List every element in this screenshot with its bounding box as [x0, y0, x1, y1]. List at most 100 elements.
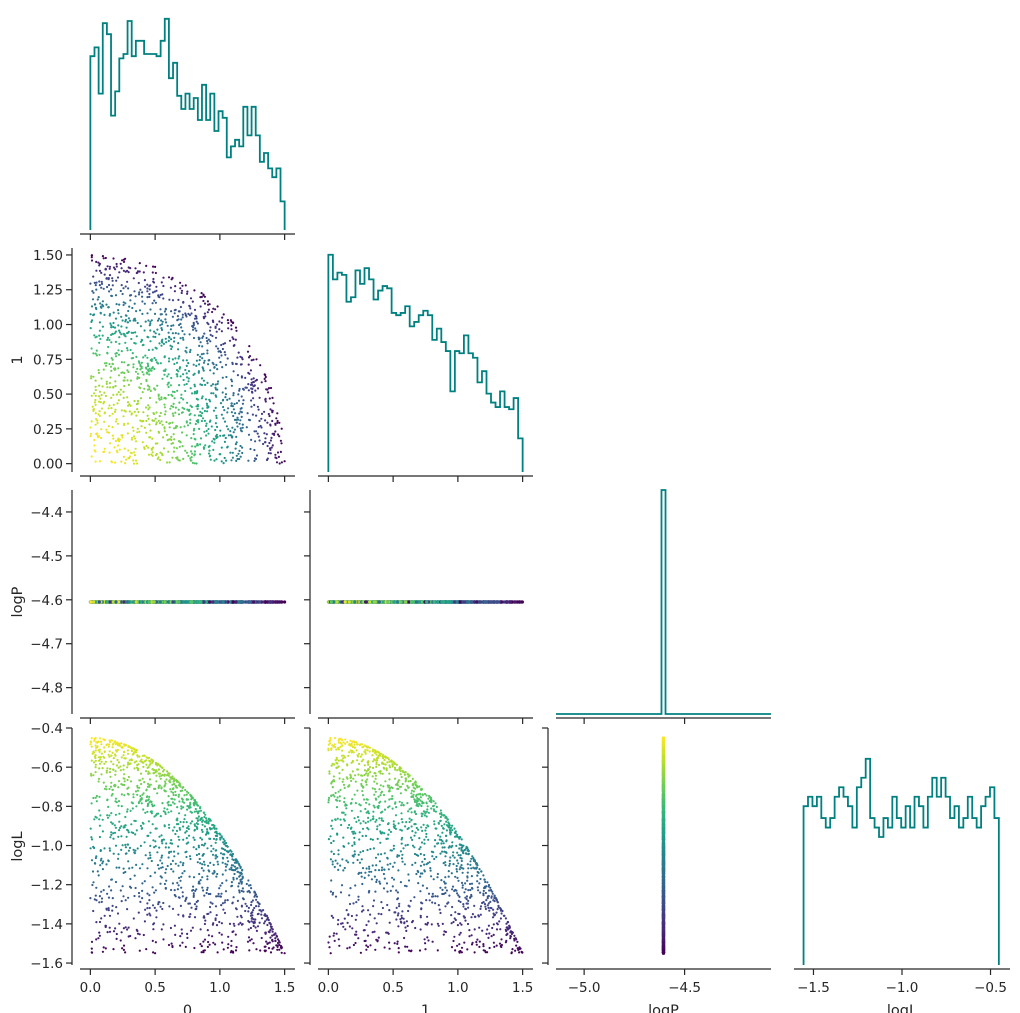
scatter-point [267, 412, 270, 416]
scatter-point [212, 448, 215, 451]
scatter-point [196, 419, 200, 422]
scatter-point [144, 908, 147, 911]
scatter-point [122, 764, 125, 767]
scatter-point [226, 319, 229, 322]
scatter-point [181, 445, 184, 448]
scatter-point [197, 370, 200, 373]
scatter-point [132, 331, 135, 334]
scatter-point [165, 341, 168, 344]
scatter-point [90, 745, 93, 748]
scatter-point [262, 909, 265, 912]
scatter-point [218, 320, 221, 323]
scatter-point [254, 457, 257, 460]
scatter-point [256, 387, 260, 390]
scatter-point [195, 364, 198, 367]
scatter-point [100, 436, 103, 440]
scatter-point [98, 895, 101, 898]
scatter-point [94, 744, 97, 747]
scatter-point [146, 312, 149, 315]
scatter-point [134, 370, 138, 373]
scatter-point [109, 386, 112, 389]
scatter-point [209, 400, 212, 403]
scatter-point [137, 281, 140, 285]
scatter-point [201, 417, 205, 420]
scatter-point [176, 375, 179, 378]
scatter-point [182, 821, 185, 824]
scatter-point [108, 313, 112, 316]
scatter-point [148, 292, 151, 296]
scatter-point [92, 375, 95, 378]
scatter-point [199, 443, 202, 446]
scatter-point [111, 412, 114, 415]
scatter-point [151, 302, 154, 305]
scatter-point [221, 376, 224, 379]
scatter-point [160, 340, 163, 343]
scatter-point [117, 786, 120, 789]
scatter-point [240, 904, 243, 907]
scatter-point [180, 326, 183, 329]
scatter-point [216, 305, 219, 308]
scatter-point [234, 447, 237, 450]
scatter-point [161, 907, 164, 911]
scatter-point [90, 305, 94, 308]
scatter-point [108, 404, 111, 407]
scatter-point [267, 452, 270, 455]
scatter-point [184, 314, 187, 317]
scatter-point [269, 439, 272, 442]
scatter-point [249, 447, 252, 451]
scatter-point [110, 760, 113, 763]
scatter-point [132, 435, 136, 438]
scatter-point [182, 862, 185, 865]
scatter-point [139, 325, 142, 328]
scatter-point [103, 746, 106, 749]
scatter-point [254, 440, 257, 443]
scatter-point [130, 436, 134, 439]
scatter-point [143, 447, 146, 450]
scatter-point [126, 280, 129, 283]
scatter-point [188, 875, 191, 878]
scatter-point [105, 600, 109, 604]
scatter-point [157, 431, 161, 434]
scatter-point [147, 404, 150, 407]
scatter-point [213, 366, 216, 369]
scatter-point [136, 427, 139, 430]
scatter-point [98, 920, 102, 924]
scatter-point [118, 331, 122, 334]
scatter-point [169, 863, 172, 866]
scatter-point [268, 397, 271, 400]
scatter-point [276, 948, 279, 951]
scatter-point [237, 399, 241, 402]
scatter-point [103, 391, 106, 394]
scatter-point [136, 321, 139, 325]
scatter-point [136, 929, 139, 933]
scatter-point [506, 600, 510, 604]
scatter-point [100, 773, 103, 776]
scatter-point [170, 839, 173, 842]
scatter-point [167, 381, 170, 384]
scatter-point [141, 897, 144, 900]
scatter-point [160, 928, 163, 931]
scatter-point [237, 923, 240, 926]
scatter-point [181, 864, 184, 867]
scatter-point [283, 460, 286, 463]
scatter-point [154, 332, 157, 335]
scatter-point [140, 425, 143, 428]
scatter-point [95, 269, 98, 272]
scatter-point [200, 295, 203, 299]
scatter-point [186, 292, 189, 295]
scatter-point [207, 912, 210, 915]
scatter-point [178, 384, 181, 387]
scatter-point [271, 930, 274, 933]
scatter-point [100, 743, 103, 746]
scatter-point [167, 846, 170, 849]
scatter-point [264, 920, 267, 923]
scatter-point [95, 307, 98, 311]
scatter-point [178, 355, 181, 358]
scatter-point [111, 279, 114, 282]
scatter-point [94, 749, 97, 752]
scatter-point [185, 346, 188, 349]
scatter-point [98, 353, 101, 356]
scatter-point [105, 380, 108, 383]
scatter-point [90, 347, 93, 350]
scatter-point [260, 412, 264, 415]
